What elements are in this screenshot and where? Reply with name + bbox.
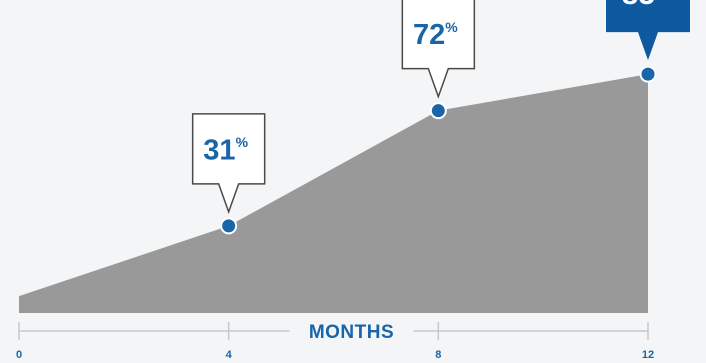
callout-number: 72 (413, 19, 445, 51)
data-point-4 (220, 217, 238, 235)
x-tick-label-12: 12 (642, 349, 654, 361)
x-tick-label-0: 0 (16, 349, 22, 361)
area-series (19, 74, 648, 314)
callout-box (191, 113, 266, 215)
callout-number: 31 (203, 134, 235, 166)
callout-72: 72% (401, 0, 476, 99)
callout-unit: % (445, 19, 458, 35)
callout-box (606, 0, 690, 61)
callout-value-72: 72% (413, 19, 458, 51)
data-point-8 (429, 102, 447, 120)
callout-value-85: 85% (622, 0, 669, 11)
x-axis: 0 4 8 12 MONTHS (16, 322, 654, 361)
x-axis-title: MONTHS (309, 322, 394, 343)
callout-31: 31% (191, 113, 266, 215)
callouts: 31%72%85% (191, 0, 690, 215)
callout-unit: % (236, 134, 249, 150)
x-tick-label-4: 4 (226, 349, 233, 361)
data-markers (220, 65, 657, 235)
callout-box (401, 0, 476, 99)
data-point-12 (639, 65, 657, 83)
callout-number: 85 (622, 0, 655, 11)
x-tick-label-8: 8 (435, 349, 441, 361)
callout-value-31: 31% (203, 134, 248, 166)
x-axis-tick-labels: 0 4 8 12 (16, 349, 654, 361)
callout-85: 85% (606, 0, 690, 61)
x-axis-ticks (18, 322, 649, 340)
